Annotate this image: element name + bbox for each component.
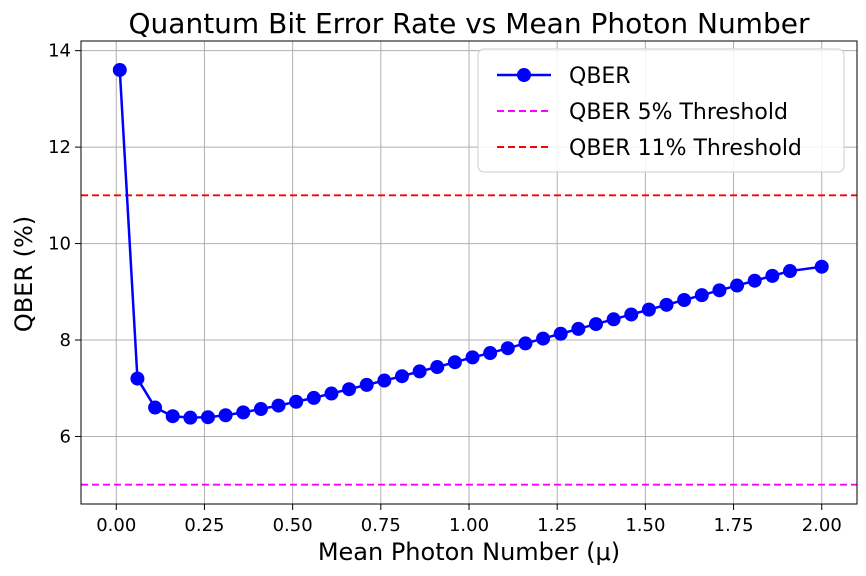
x-tick-label: 1.00 [449, 515, 489, 536]
qber-point [236, 405, 251, 420]
qber-point [730, 278, 745, 293]
qber-point [677, 292, 692, 307]
qber-point [606, 312, 621, 327]
legend-box [477, 48, 845, 173]
qber-point [377, 373, 392, 388]
y-tick-label: 12 [48, 137, 71, 158]
qber-point [289, 394, 304, 409]
qber-point [814, 259, 829, 274]
threshold-lines [81, 194, 857, 486]
x-tick-label: 1.25 [537, 515, 577, 536]
y-axis-ticks: 6 8 10 12 14 [48, 41, 81, 447]
y-tick-label: 10 [48, 234, 71, 255]
qber-point [747, 273, 762, 288]
y-tick-label: 14 [48, 41, 71, 62]
qber-point [782, 264, 797, 279]
y-axis-label: QBER (%) [10, 216, 38, 332]
qber-point [306, 390, 321, 405]
qber-point [394, 369, 409, 384]
qber-point [765, 268, 780, 283]
qber-point [412, 364, 427, 379]
legend-label-5pct: QBER 5% Threshold [569, 100, 788, 125]
qber-point [112, 62, 127, 77]
legend-marker-qber [517, 68, 531, 82]
qber-point [553, 326, 568, 341]
qber-point [148, 400, 163, 415]
qber-line [118, 69, 822, 419]
qber-point [588, 317, 603, 332]
qber-point [659, 297, 674, 312]
x-tick-label: 0.00 [96, 515, 136, 536]
qber-point [571, 321, 586, 336]
qber-series [112, 62, 829, 425]
x-axis-label: Mean Photon Number (μ) [318, 538, 620, 566]
qber-point [165, 409, 180, 424]
x-tick-label: 0.75 [361, 515, 401, 536]
legend-label-11pct: QBER 11% Threshold [569, 136, 802, 161]
x-tick-label: 2.00 [802, 515, 842, 536]
y-tick-label: 8 [60, 330, 71, 351]
qber-point [624, 307, 639, 322]
x-tick-label: 0.25 [184, 515, 224, 536]
y-tick-label: 6 [60, 426, 71, 447]
qber-point [253, 401, 268, 416]
qber-point [694, 288, 709, 303]
qber-point [359, 377, 374, 392]
x-tick-label: 1.50 [625, 515, 665, 536]
qber-point [200, 410, 215, 425]
qber-point [342, 382, 357, 397]
qber-point [518, 336, 533, 351]
legend: QBER QBER 5% Threshold QBER 11% Threshol… [477, 48, 845, 173]
qber-point [641, 302, 656, 317]
qber-point [218, 408, 233, 423]
qber-point [500, 341, 515, 356]
qber-point [130, 371, 145, 386]
qber-point [430, 360, 445, 375]
x-axis-ticks: 0.00 0.25 0.50 0.75 1.00 1.25 1.50 1.75 2.00 [96, 504, 842, 536]
x-tick-label: 1.75 [714, 515, 754, 536]
qber-point [447, 355, 462, 370]
qber-point [324, 386, 339, 401]
qber-point [536, 331, 551, 346]
qber-point [483, 346, 498, 361]
legend-label-qber: QBER [569, 64, 631, 89]
qber-point [712, 283, 727, 298]
chart-title: Quantum Bit Error Rate vs Mean Photon Nu… [129, 7, 810, 40]
x-tick-label: 0.50 [273, 515, 313, 536]
qber-point [271, 398, 286, 413]
qber-point [465, 350, 480, 365]
qber-point [183, 410, 198, 425]
